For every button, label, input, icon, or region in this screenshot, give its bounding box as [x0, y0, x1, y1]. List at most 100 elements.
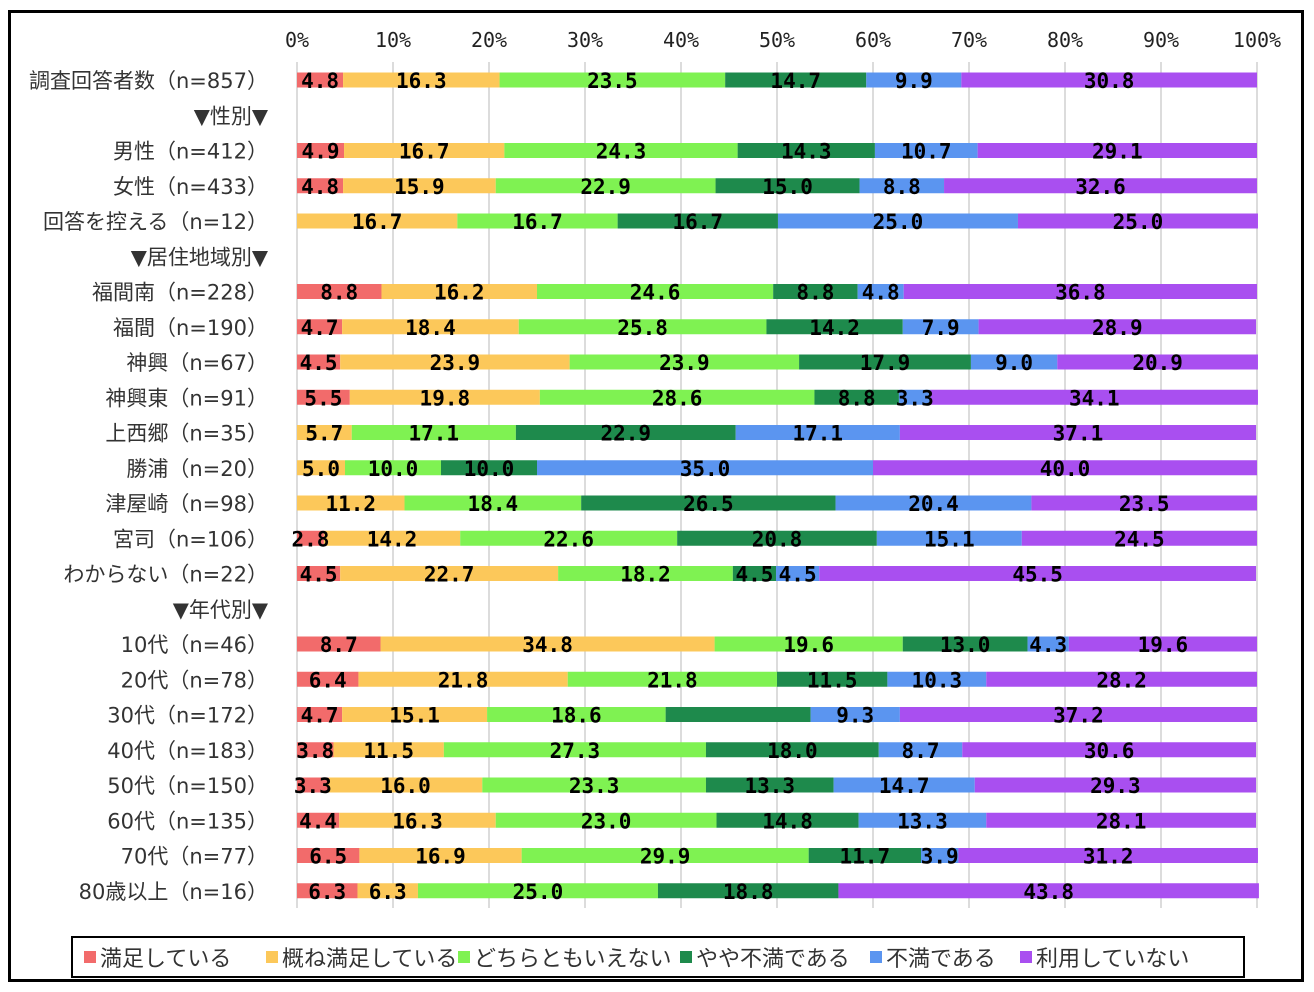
bar-segment	[297, 777, 329, 793]
data-label: 16.2	[434, 281, 485, 305]
bar-segment	[810, 707, 900, 722]
data-label: 24.6	[630, 281, 681, 305]
data-label: 11.5	[807, 668, 858, 692]
bar-segment	[297, 742, 334, 758]
bar-segment	[297, 636, 381, 652]
bar-segment	[297, 848, 360, 863]
bar-segment	[808, 848, 921, 863]
data-label: 18.6	[551, 704, 602, 728]
data-label: 18.4	[468, 492, 519, 516]
bar-segment	[537, 284, 774, 299]
x-axis-ticks: 0% 10% 20% 30% 40% 50% 60% 70% 80% 90% 100%	[285, 28, 1281, 52]
data-label: 13.0	[940, 633, 991, 657]
bar-segment	[799, 354, 971, 370]
bar-segment	[858, 812, 987, 828]
x-tick-label: 50%	[759, 28, 795, 52]
bar-segment	[835, 495, 1032, 511]
bar-segment	[777, 213, 1018, 229]
data-label: 13.3	[745, 774, 796, 798]
bar-segment	[297, 707, 343, 722]
data-label: 23.0	[581, 809, 632, 833]
bar-segment	[441, 460, 537, 476]
data-label: 21.8	[438, 668, 489, 692]
category-label: 50代（n=150）	[107, 774, 268, 798]
legend-swatch	[266, 951, 278, 963]
data-label: 19.6	[1138, 633, 1189, 657]
bar-segment	[504, 143, 738, 158]
data-label: 31.2	[1083, 845, 1134, 869]
legend-swatch	[458, 951, 470, 963]
data-label: 10.0	[464, 457, 515, 481]
data-label: 11.2	[325, 492, 376, 516]
bar-segment	[986, 812, 1257, 828]
data-label: 22.9	[580, 175, 631, 199]
bar-segment	[977, 143, 1257, 158]
data-label: 4.3	[1029, 633, 1067, 657]
data-label: 24.3	[596, 140, 647, 164]
data-label: 25.0	[1113, 210, 1164, 234]
data-label: 8.8	[796, 281, 834, 305]
data-label: 30.6	[1084, 739, 1135, 763]
data-label: 36.8	[1055, 281, 1106, 305]
category-label: 福間南（n=228）	[92, 281, 268, 305]
bars	[297, 72, 1259, 899]
data-label: 14.8	[762, 809, 813, 833]
legend-label: 利用していない	[1036, 947, 1189, 972]
category-label: 女性（n=433）	[113, 175, 268, 199]
data-label: 14.2	[809, 316, 860, 340]
data-labels: 4.8 16.3 23.5 14.7 9.9 30.8 4.9 16.7 24.3 14.3 10.…	[291, 69, 1188, 904]
category-label: 30代（n=172）	[107, 704, 268, 728]
bar-segment	[898, 389, 931, 405]
bar-segment	[417, 883, 658, 899]
bar-segment	[539, 389, 815, 405]
data-label: 7.9	[922, 316, 960, 340]
bar-segment	[349, 389, 540, 405]
data-label: 18.8	[723, 880, 774, 904]
data-label: 18.2	[620, 563, 671, 587]
data-label: 4.8	[862, 281, 900, 305]
bar-segment	[359, 848, 522, 863]
data-label: 18.0	[767, 739, 818, 763]
bar-segment	[340, 566, 559, 581]
data-label: 15.9	[394, 175, 445, 199]
bar-segment	[297, 671, 359, 687]
bar-segment	[357, 883, 418, 899]
bar-segment	[838, 883, 1259, 899]
data-label: 2.8	[291, 527, 329, 551]
bar-segment	[567, 671, 777, 687]
data-label: 28.9	[1092, 316, 1143, 340]
data-label: 22.7	[424, 563, 475, 587]
grid-lines	[296, 62, 1258, 908]
data-label: 18.4	[405, 316, 456, 340]
bar-segment	[866, 72, 962, 88]
bar-segment	[716, 812, 859, 828]
category-label: ▼性別▼	[194, 104, 269, 128]
legend-label: 不満である	[886, 947, 996, 972]
bar-segment	[1057, 354, 1258, 370]
data-label: 20.9	[1132, 351, 1183, 375]
data-label: 16.3	[396, 69, 447, 93]
x-tick-label: 80%	[1047, 28, 1083, 52]
bar-segment	[297, 460, 345, 476]
data-label: 4.5	[300, 351, 338, 375]
bar-segment	[340, 354, 570, 370]
bar-segment	[777, 671, 888, 687]
data-label: 16.7	[673, 210, 724, 234]
legend-swatch	[680, 951, 692, 963]
data-label: 14.3	[781, 140, 832, 164]
category-label: 神興（n=67）	[126, 351, 268, 375]
data-label: 11.7	[840, 845, 891, 869]
bar-segment	[902, 319, 979, 335]
bar-segment	[732, 566, 777, 581]
data-label: 8.8	[320, 281, 358, 305]
category-label: 福間（n=190）	[113, 316, 268, 340]
bar-segment	[773, 284, 858, 299]
bar-segment	[1021, 530, 1257, 546]
data-label: 4.7	[301, 704, 339, 728]
bar-segment	[903, 284, 1257, 299]
bar-segment	[297, 495, 405, 511]
data-label: 20.4	[908, 492, 959, 516]
bar-segment	[944, 178, 1257, 194]
data-label: 10.7	[901, 140, 952, 164]
data-label: 19.6	[783, 633, 834, 657]
